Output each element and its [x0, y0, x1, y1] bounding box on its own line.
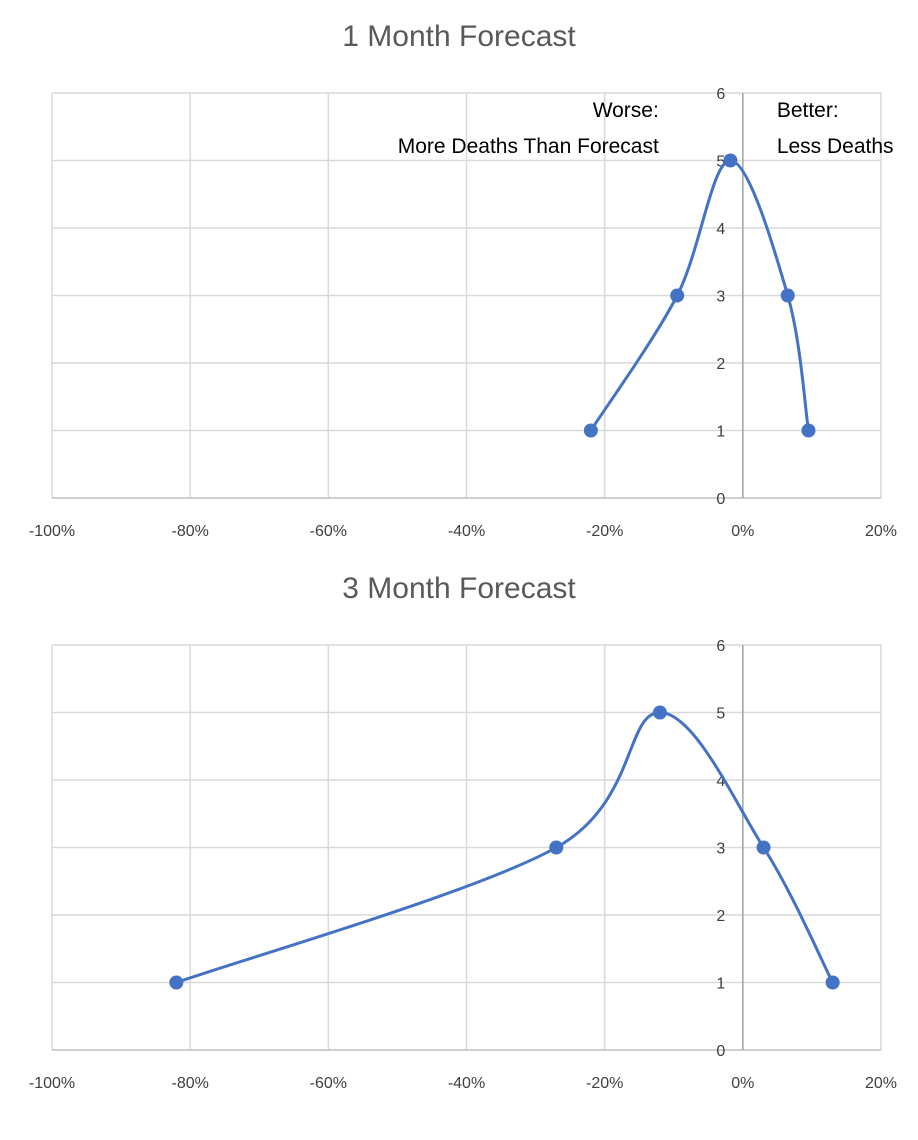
- annotation-better: Better:: [777, 99, 839, 122]
- x-tick-label: -20%: [586, 523, 623, 540]
- data-point: [756, 840, 771, 855]
- y-tick-label: 5: [716, 154, 725, 171]
- data-point: [549, 840, 564, 855]
- x-tick-label: -60%: [310, 523, 347, 540]
- y-tick-label: 3: [716, 841, 725, 858]
- y-tick-label: 4: [716, 773, 725, 790]
- x-tick-label: 20%: [865, 1075, 897, 1092]
- x-tick-label: -100%: [29, 1075, 75, 1092]
- y-tick-label: 3: [716, 289, 725, 306]
- x-tick-label: -60%: [310, 1075, 347, 1092]
- y-tick-label: 0: [716, 491, 725, 508]
- x-tick-label: -80%: [171, 523, 208, 540]
- data-point: [801, 423, 816, 438]
- x-tick-label: -40%: [448, 1075, 485, 1092]
- data-point: [825, 975, 840, 990]
- data-point: [723, 153, 738, 168]
- x-tick-label: -20%: [586, 1075, 623, 1092]
- y-tick-label: 1: [716, 424, 725, 441]
- data-point: [652, 705, 667, 720]
- data-point: [583, 423, 598, 438]
- x-tick-label: -100%: [29, 523, 75, 540]
- y-tick-label: 4: [716, 221, 725, 238]
- chart-1month: -100% -80% -60% -40% -20% 0% 20% 0 1 2 3 4 5 6 Worse: M…: [29, 86, 897, 540]
- x-tick-label: 0%: [731, 523, 754, 540]
- y-tick-label: 2: [716, 908, 725, 925]
- data-point: [169, 975, 184, 990]
- x-tick-label: -80%: [171, 1075, 208, 1092]
- y-tick-label: 0: [716, 1043, 725, 1060]
- x-tick-label: 0%: [731, 1075, 754, 1092]
- data-point: [780, 288, 795, 303]
- annotation-worse: More Deaths Than Forecast: [398, 135, 659, 158]
- chart-3month: -100% -80% -60% -40% -20% 0% 20% 0 1 2 3 4 5 6: [29, 638, 897, 1092]
- y-tick-label: 6: [716, 86, 725, 103]
- y-tick-label: 6: [716, 638, 725, 655]
- chart-title-3month: 3 Month Forecast: [342, 572, 576, 605]
- data-point: [670, 288, 685, 303]
- y-tick-label: 5: [716, 706, 725, 723]
- x-tick-label: 20%: [865, 523, 897, 540]
- x-tick-label: -40%: [448, 523, 485, 540]
- chart-title-1month: 1 Month Forecast: [342, 20, 576, 53]
- annotation-better: Less Deaths: [777, 135, 894, 158]
- y-tick-label: 2: [716, 356, 725, 373]
- annotation-worse: Worse:: [593, 99, 659, 122]
- y-tick-label: 1: [716, 976, 725, 993]
- series-line: [175, 710, 834, 984]
